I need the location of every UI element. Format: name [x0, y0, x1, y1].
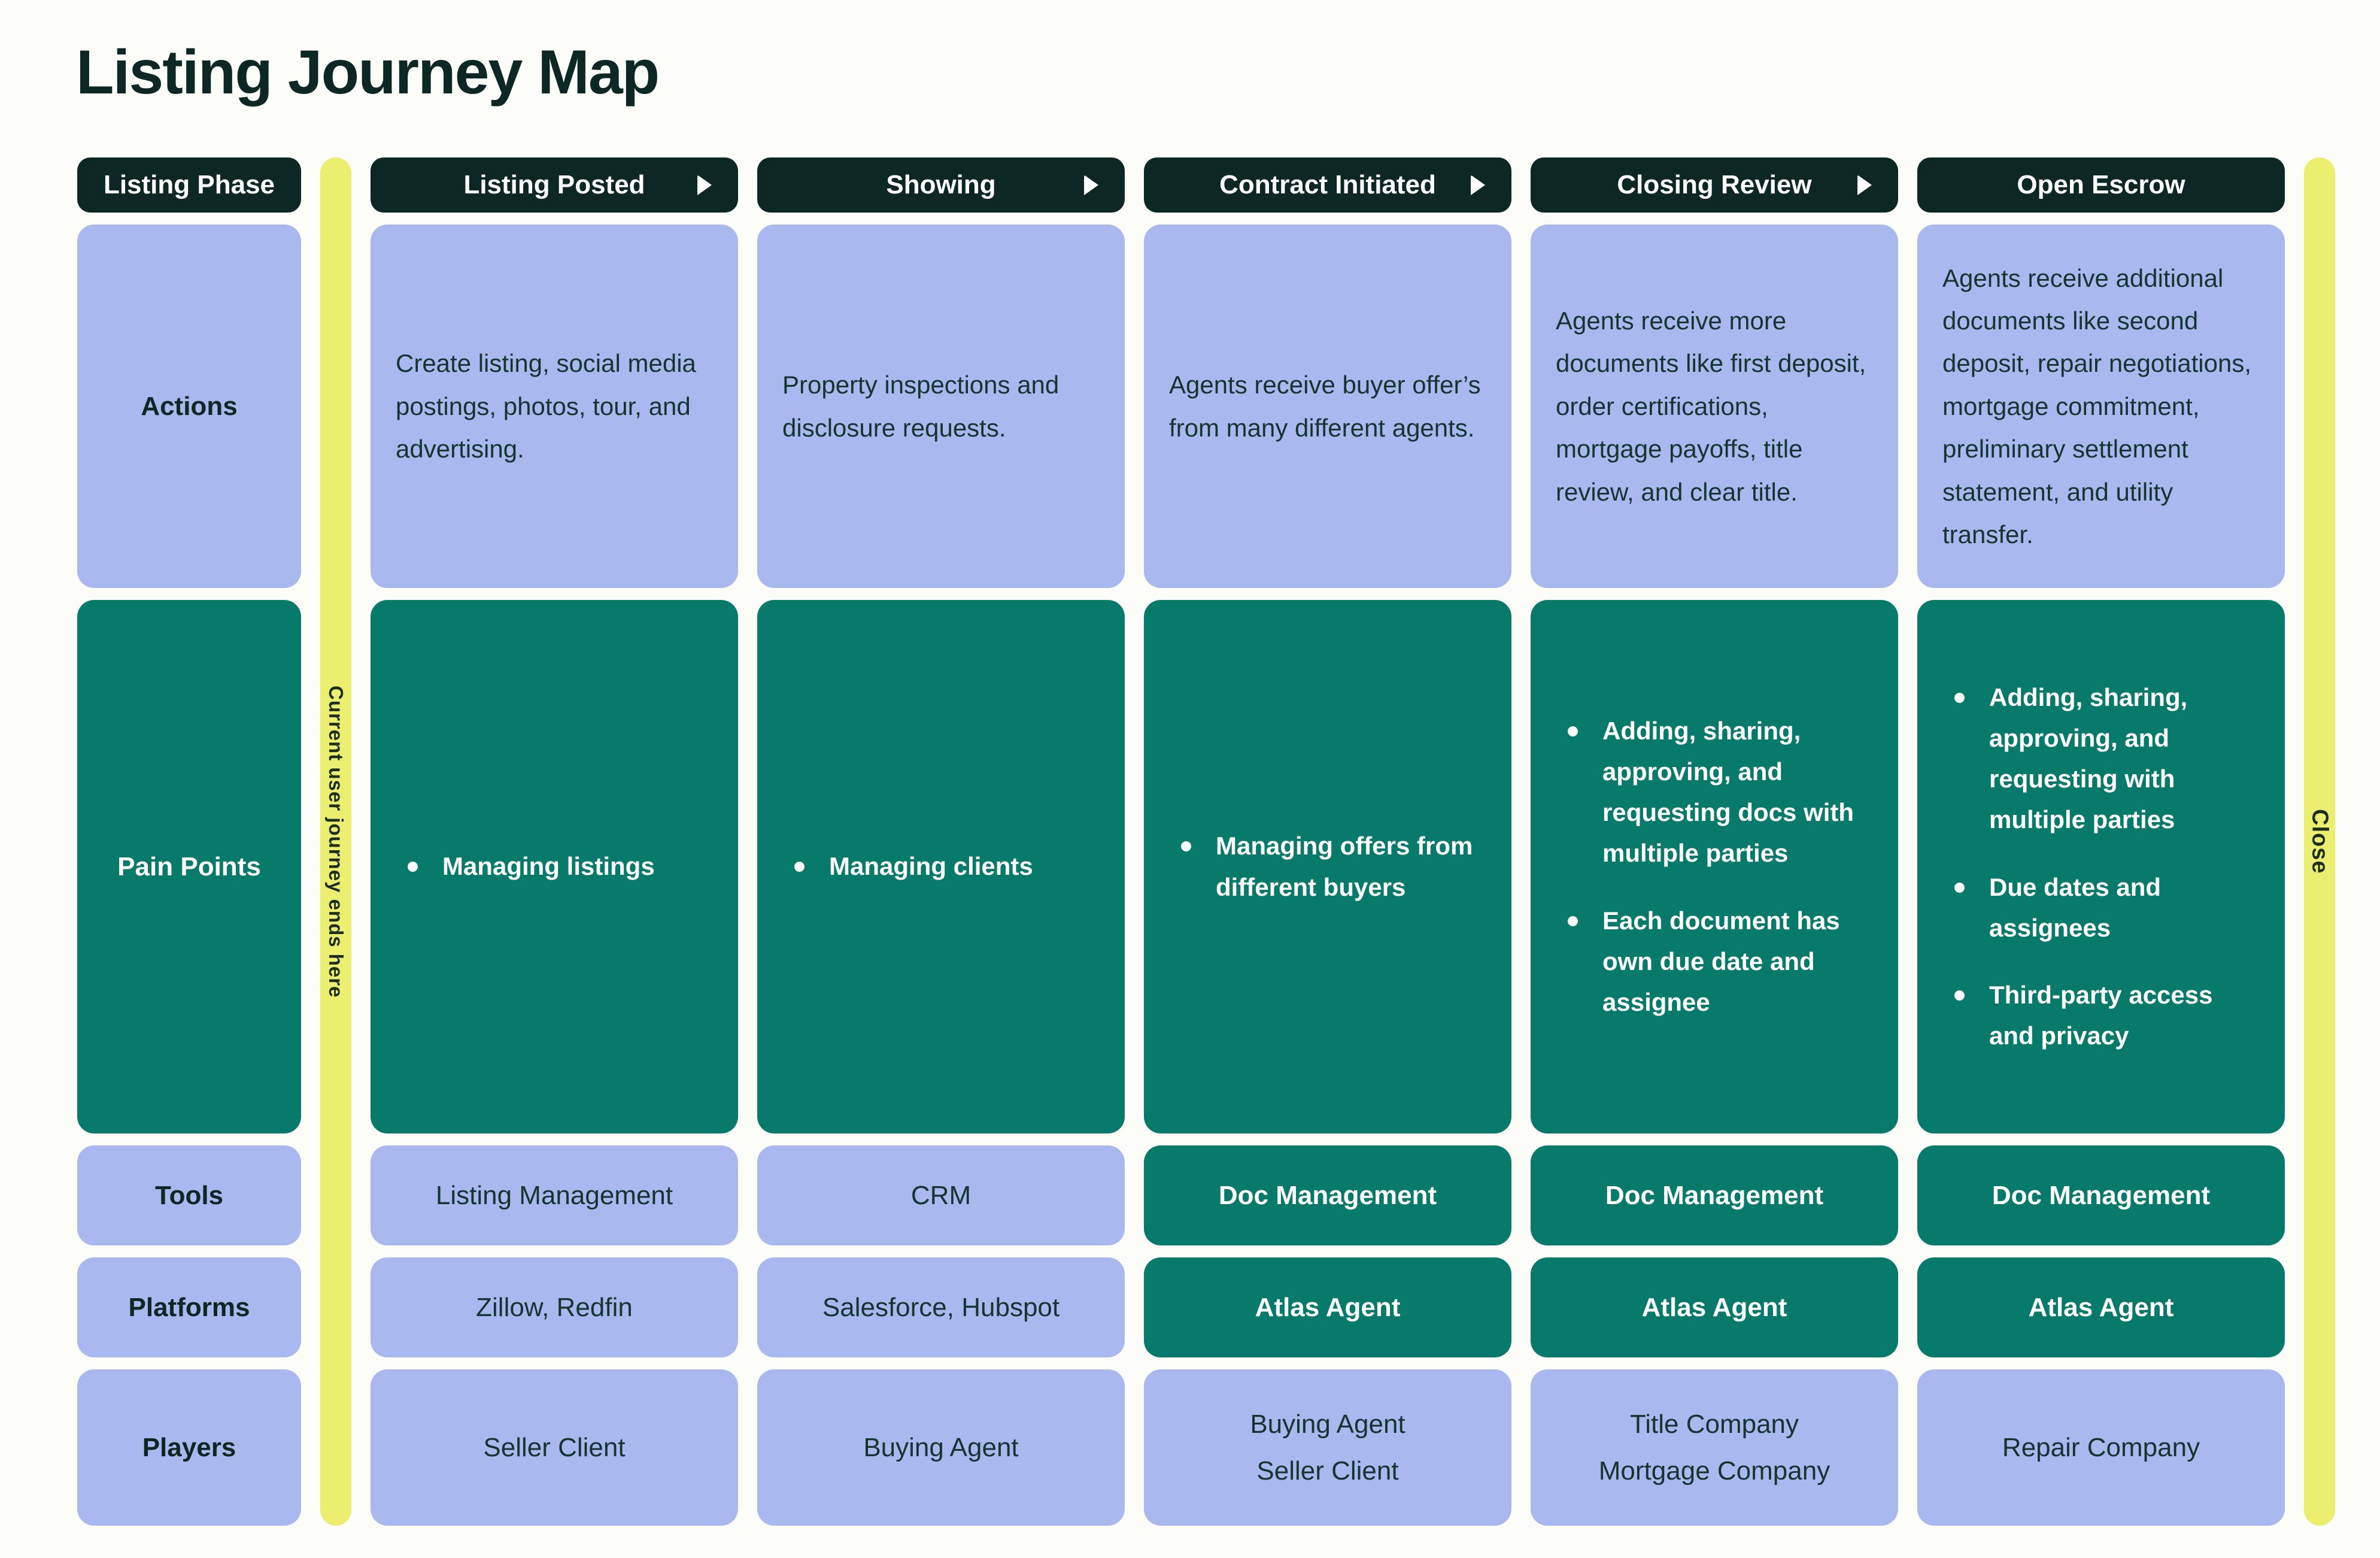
tools-cell-closing-review: Doc Management	[1531, 1145, 1898, 1245]
tools-cell-open-escrow: Doc Management	[1917, 1145, 2285, 1245]
phase-header-showing[interactable]: Showing	[757, 157, 1125, 213]
bullet-item: Third-party access and privacy	[1951, 975, 2258, 1056]
tools-cell-showing: CRM	[757, 1145, 1125, 1245]
players-cell-open-escrow: Repair Company	[1917, 1369, 2285, 1526]
players-value: Mortgage Company	[1598, 1456, 1830, 1486]
actions-cell-closing-review: Agents receive more documents like first…	[1531, 225, 1898, 588]
listing-phase-header-label: Listing Phase	[103, 170, 275, 199]
players-value: Seller Client	[1256, 1456, 1399, 1486]
phase-header-label: Showing	[886, 170, 996, 199]
actions-text: Agents receive buyer offer’s from many d…	[1169, 371, 1481, 442]
pain-points-cell-closing-review: Adding, sharing, approving, and requesti…	[1531, 600, 1898, 1133]
platforms-cell-showing: Salesforce, Hubspot	[757, 1257, 1125, 1357]
pain-points-cell-listing-posted: Managing listings	[371, 600, 738, 1133]
phase-header-contract-initiated[interactable]: Contract Initiated	[1144, 157, 1511, 213]
phase-header-listing-posted[interactable]: Listing Posted	[371, 157, 738, 213]
bullet-item: Managing clients	[791, 846, 1098, 887]
players-value: Buying Agent	[863, 1432, 1019, 1462]
journey-grid: Listing Phase Current user journey ends …	[77, 157, 2335, 1526]
pain-points-list: Adding, sharing, approving, and requesti…	[1951, 677, 2258, 1056]
tools-value: Doc Management	[1605, 1180, 1824, 1210]
pain-points-cell-showing: Managing clients	[757, 600, 1125, 1133]
actions-text: Agents receive additional documents like…	[1942, 263, 2251, 548]
phase-header-label: Listing Posted	[463, 170, 645, 199]
actions-cell-contract-initiated: Agents receive buyer offer’s from many d…	[1144, 225, 1511, 588]
tools-value: Doc Management	[1992, 1180, 2211, 1210]
actions-text: Property inspections and disclosure requ…	[782, 371, 1060, 442]
page-title: Listing Journey Map	[76, 38, 660, 107]
close-strip-label: Close	[2307, 809, 2333, 874]
row-label-actions: Actions	[77, 225, 301, 588]
platforms-cell-open-escrow: Atlas Agent	[1917, 1257, 2285, 1357]
players-value: Repair Company	[2002, 1432, 2200, 1462]
bullet-item: Each document has own due date and assig…	[1564, 901, 1872, 1023]
players-value: Seller Client	[483, 1432, 626, 1462]
bullet-item: Adding, sharing, approving, and requesti…	[1564, 711, 1872, 874]
bullet-item: Due dates and assignees	[1951, 867, 2258, 948]
actions-cell-listing-posted: Create listing, social media postings, p…	[371, 225, 738, 588]
players-cell-showing: Buying Agent	[757, 1369, 1125, 1526]
listing-phase-header: Listing Phase	[77, 157, 301, 213]
platforms-cell-closing-review: Atlas Agent	[1531, 1257, 1898, 1357]
phase-header-closing-review[interactable]: Closing Review	[1531, 157, 1898, 213]
players-value: Buying Agent	[1250, 1409, 1405, 1439]
players-cell-listing-posted: Seller Client	[371, 1369, 738, 1526]
platforms-value: Atlas Agent	[1641, 1292, 1787, 1322]
platforms-cell-contract-initiated: Atlas Agent	[1144, 1257, 1511, 1357]
platforms-value: Atlas Agent	[2028, 1292, 2174, 1322]
row-label-players: Players	[77, 1369, 301, 1526]
tools-value: Doc Management	[1218, 1180, 1437, 1210]
pain-points-list: Adding, sharing, approving, and requesti…	[1564, 711, 1872, 1022]
row-label-platforms: Platforms	[77, 1257, 301, 1357]
platforms-cell-listing-posted: Zillow, Redfin	[371, 1257, 738, 1357]
pain-points-cell-open-escrow: Adding, sharing, approving, and requesti…	[1917, 600, 2285, 1133]
pain-points-list: Managing offers from different buyers	[1177, 826, 1485, 907]
play-arrow-icon	[1857, 175, 1872, 195]
actions-cell-open-escrow: Agents receive additional documents like…	[1917, 225, 2285, 588]
phase-header-open-escrow: Open Escrow	[1917, 157, 2285, 213]
bullet-item: Managing listings	[404, 846, 712, 887]
platforms-value: Zillow, Redfin	[476, 1292, 633, 1322]
close-strip: Close	[2304, 157, 2335, 1526]
platforms-value: Atlas Agent	[1255, 1292, 1401, 1322]
bullet-item: Managing offers from different buyers	[1177, 826, 1485, 907]
row-label-pain-points: Pain Points	[77, 600, 301, 1133]
pain-points-list: Managing listings	[404, 846, 712, 887]
tools-cell-listing-posted: Listing Management	[371, 1145, 738, 1245]
players-cell-closing-review: Title Company Mortgage Company	[1531, 1369, 1898, 1526]
actions-text: Create listing, social media postings, p…	[396, 349, 696, 463]
phase-header-label: Closing Review	[1617, 170, 1812, 199]
players-cell-contract-initiated: Buying Agent Seller Client	[1144, 1369, 1511, 1526]
actions-text: Agents receive more documents like first…	[1556, 307, 1866, 506]
journey-end-strip: Current user journey ends here	[320, 157, 351, 1526]
play-arrow-icon	[1471, 175, 1485, 195]
play-arrow-icon	[1084, 175, 1098, 195]
actions-cell-showing: Property inspections and disclosure requ…	[757, 225, 1125, 588]
bullet-item: Adding, sharing, approving, and requesti…	[1951, 677, 2258, 840]
phase-header-label: Open Escrow	[2017, 170, 2185, 199]
platforms-value: Salesforce, Hubspot	[822, 1292, 1060, 1322]
journey-end-strip-label: Current user journey ends here	[325, 685, 347, 998]
tools-cell-contract-initiated: Doc Management	[1144, 1145, 1511, 1245]
phase-header-label: Contract Initiated	[1219, 170, 1436, 199]
play-arrow-icon	[697, 175, 712, 195]
players-value: Title Company	[1629, 1409, 1799, 1439]
tools-value: CRM	[910, 1180, 972, 1210]
tools-value: Listing Management	[435, 1180, 673, 1210]
pain-points-cell-contract-initiated: Managing offers from different buyers	[1144, 600, 1511, 1133]
row-label-tools: Tools	[77, 1145, 301, 1245]
pain-points-list: Managing clients	[791, 846, 1098, 887]
